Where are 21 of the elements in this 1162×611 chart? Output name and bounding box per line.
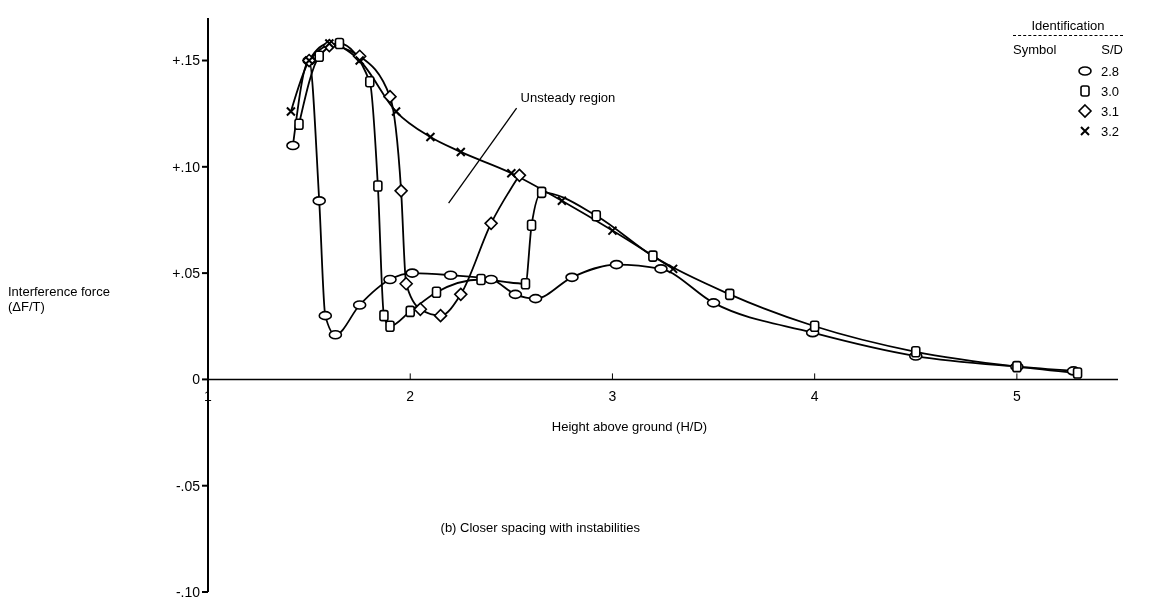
legend-label: 3.0 xyxy=(1100,83,1119,99)
legend-label: 3.1 xyxy=(1100,103,1119,119)
y-tick-label: +.05 xyxy=(172,265,201,282)
y-tick-label: +.15 xyxy=(172,52,201,69)
legend-label: 3.2 xyxy=(1100,123,1119,139)
x-tick-label: 4 xyxy=(810,388,819,405)
annotation: Symbol xyxy=(1013,42,1057,57)
y-tick-label: -.10 xyxy=(175,583,201,600)
legend-label: 2.8 xyxy=(1100,63,1119,79)
y-axis-title: Interference force (ΔF/T) xyxy=(8,283,111,314)
y-tick-label: +.10 xyxy=(172,158,201,175)
annotation: Unsteady region xyxy=(520,90,616,106)
y-tick-label: 0 xyxy=(192,371,201,388)
annotation: (b) Closer spacing with instabilities xyxy=(440,520,641,536)
x-tick-label: 2 xyxy=(406,388,415,405)
x-tick-label: 5 xyxy=(1012,388,1021,405)
x-axis-title: Height above ground (H/D) xyxy=(551,419,708,435)
legend-title: Identification xyxy=(1013,18,1123,36)
x-tick-label: 3 xyxy=(608,388,617,405)
y-tick-label: -.05 xyxy=(175,477,201,494)
annotation: S/D xyxy=(1101,42,1123,57)
